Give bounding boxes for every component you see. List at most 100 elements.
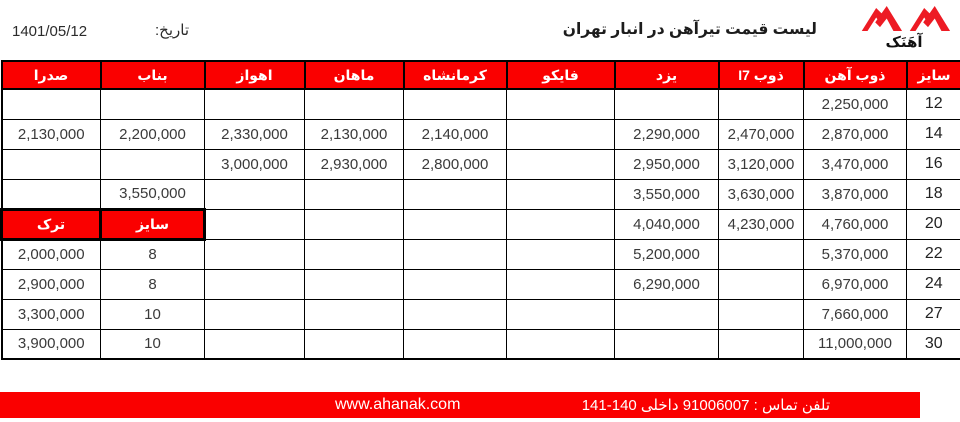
column-header: ذوب آهن [802, 60, 908, 90]
price-cell: 2,950,000 [614, 148, 719, 180]
price-cell: 3,900,000 [1, 328, 101, 360]
column-header: فایکو [505, 60, 616, 90]
table-row: 14 2,870,000 2,470,000 2,290,000 2,140,000 2,… [1, 118, 960, 150]
price-cell: 2,250,000 [803, 88, 907, 120]
price-cell: 3,470,000 [803, 148, 907, 180]
size-cell: 24 [906, 268, 960, 300]
price-cell [506, 268, 615, 300]
turk-subheader-cell: سایز [99, 207, 206, 241]
price-cell: 3,000,000 [204, 148, 305, 180]
price-cell [403, 238, 507, 270]
price-cell: 2,800,000 [403, 148, 507, 180]
price-cell: 2,200,000 [100, 118, 205, 150]
price-cell: 4,230,000 [718, 208, 804, 240]
price-cell: 5,200,000 [614, 238, 719, 270]
price-cell [204, 298, 305, 330]
size-cell: 30 [906, 328, 960, 360]
price-cell [506, 88, 615, 120]
price-cell [304, 298, 404, 330]
price-cell [506, 238, 615, 270]
size-cell: 12 [906, 88, 960, 120]
brand-logo: آهَنَک [854, 3, 954, 57]
price-table: سایز ذوب آهن ذوب I7 یزد فایکو کرمانشاه ماهان اه… [0, 60, 960, 360]
price-cell: 2,470,000 [718, 118, 804, 150]
price-cell: 4,040,000 [614, 208, 719, 240]
size-cell: 16 [906, 148, 960, 180]
size-cell: 22 [906, 238, 960, 270]
table-row: 30 11,000,000 10 3,900,000 [1, 328, 960, 360]
price-cell: 3,120,000 [718, 148, 804, 180]
price-cell: 8 [100, 238, 205, 270]
date-label: تاریخ: [155, 22, 190, 39]
price-cell [403, 328, 507, 360]
price-cell: 11,000,000 [803, 328, 907, 360]
price-cell [204, 178, 305, 210]
price-cell [204, 238, 305, 270]
column-header: کرمانشاه [402, 60, 508, 90]
price-cell [506, 328, 615, 360]
column-header: بناب [99, 60, 206, 90]
size-cell: 14 [906, 118, 960, 150]
price-cell: 3,870,000 [803, 178, 907, 210]
price-cell [304, 178, 404, 210]
price-cell [1, 88, 101, 120]
table-row: 12 2,250,000 [1, 88, 960, 120]
price-cell: 3,550,000 [614, 178, 719, 210]
price-cell [204, 88, 305, 120]
price-cell [100, 88, 205, 120]
size-cell: 27 [906, 298, 960, 330]
price-cell: 2,870,000 [803, 118, 907, 150]
price-cell [304, 238, 404, 270]
table-row: 16 3,470,000 3,120,000 2,950,000 2,800,000 2,… [1, 148, 960, 180]
price-cell [403, 88, 507, 120]
table-row: 20 4,760,000 4,230,000 4,040,000 سایز ترک [0, 207, 960, 241]
price-cell [403, 208, 507, 240]
price-cell [1, 148, 101, 180]
size-cell: 18 [906, 178, 960, 210]
price-cell: 2,140,000 [403, 118, 507, 150]
table-row: 18 3,870,000 3,630,000 3,550,000 3,550,000 [1, 178, 960, 210]
price-cell: 10 [100, 298, 205, 330]
ahanak-logo-icon [854, 3, 954, 35]
column-header: اهواز [203, 60, 306, 90]
price-cell [718, 268, 804, 300]
price-cell [718, 328, 804, 360]
size-cell: 20 [906, 208, 960, 240]
column-header: سایز [905, 60, 960, 90]
price-cell: 7,660,000 [803, 298, 907, 330]
price-cell [718, 88, 804, 120]
logo-wordmark: آهَنَک [885, 34, 923, 51]
column-header: ذوب I7 [717, 60, 805, 90]
price-cell [403, 178, 507, 210]
price-cell [506, 118, 615, 150]
date-value: 1401/05/12 [12, 23, 88, 40]
price-cell [304, 208, 404, 240]
price-cell [100, 148, 205, 180]
price-cell [204, 208, 305, 240]
price-cell [506, 178, 615, 210]
price-cell [718, 238, 804, 270]
column-header: ماهان [303, 60, 405, 90]
price-cell: 2,130,000 [304, 118, 404, 150]
table-row: 24 6,970,000 6,290,000 8 2,900,000 [1, 268, 960, 300]
price-cell: 2,330,000 [204, 118, 305, 150]
column-header: صدرا [0, 60, 102, 90]
price-cell [204, 268, 305, 300]
price-cell [506, 148, 615, 180]
price-cell: 5,370,000 [803, 238, 907, 270]
price-cell [204, 328, 305, 360]
website-link[interactable]: www.ahanak.com [335, 396, 461, 413]
price-cell: 3,300,000 [1, 298, 101, 330]
price-cell [304, 328, 404, 360]
price-cell [304, 268, 404, 300]
turk-subheader-cell: ترک [0, 207, 102, 241]
price-cell [304, 88, 404, 120]
price-cell: 2,000,000 [1, 238, 101, 270]
price-cell [506, 208, 615, 240]
column-header: یزد [613, 60, 720, 90]
table-row: 22 5,370,000 5,200,000 8 2,000,000 [1, 238, 960, 270]
price-cell: 3,550,000 [100, 178, 205, 210]
price-cell: 6,290,000 [614, 268, 719, 300]
price-cell [506, 298, 615, 330]
